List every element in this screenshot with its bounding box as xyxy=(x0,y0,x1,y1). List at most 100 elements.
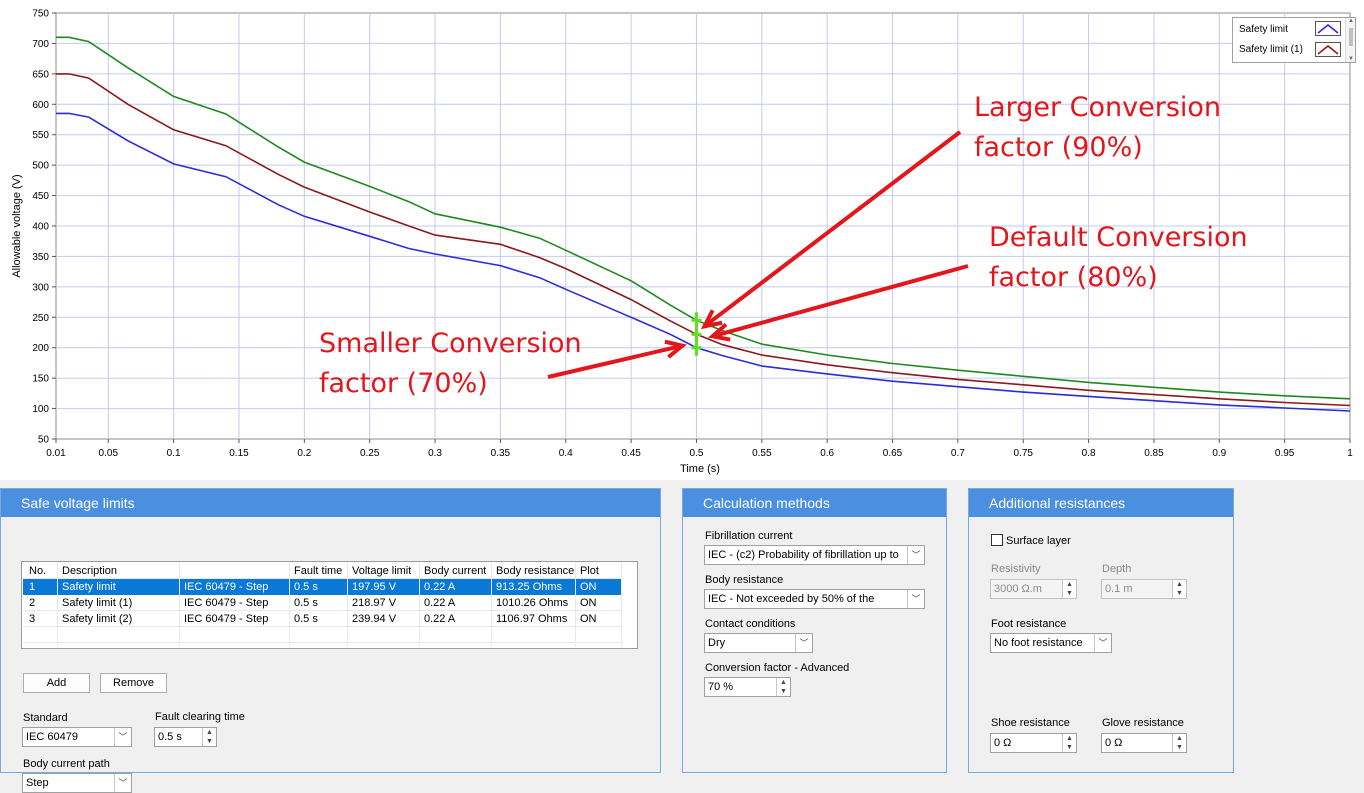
standard-value: IEC 60479 xyxy=(26,731,78,743)
annotation-default: Default Conversion factor (80%) xyxy=(989,218,1248,298)
cell-body-current: 0.22 A xyxy=(424,597,456,609)
standard-select[interactable]: IEC 60479 ﹀ xyxy=(22,727,132,747)
cell-plot: ON xyxy=(580,597,597,609)
chevron-down-icon[interactable]: ﹀ xyxy=(1094,634,1111,652)
chevron-down-icon[interactable]: ﹀ xyxy=(795,634,812,652)
col-header-no[interactable]: No. xyxy=(29,565,47,577)
cell-body-resistance: 913.25 Ohms xyxy=(496,581,563,593)
body-resistance-select[interactable]: IEC - Not exceeded by 50% of the ﹀ xyxy=(704,589,925,609)
col-header-description[interactable]: Description xyxy=(62,565,118,577)
chevron-down-icon[interactable]: ﹀ xyxy=(907,546,924,564)
table-row[interactable]: 3 Safety limit (2) IEC 60479 - Step 0.5 … xyxy=(23,611,621,627)
y-tick-label: 50 xyxy=(38,435,50,446)
surface-layer-label: Surface layer xyxy=(1006,535,1071,547)
legend-item-safety-limit[interactable]: Safety limit xyxy=(1239,22,1288,38)
col-header-fault-time[interactable]: Fault time xyxy=(294,565,343,577)
x-tick-label: 0.5 xyxy=(690,448,704,459)
chart-ticks: 0.01 0.05 0.1 0.15 0.2 0.25 0.3 0.35 0.4 0.45 0.5 0… xyxy=(32,9,1353,460)
x-tick-label: 0.1 xyxy=(167,448,181,459)
glove-resistance-stepper[interactable]: 0 Ω ▲ ▼ xyxy=(1101,733,1187,753)
table-header-row: No. Description Fault time Voltage limit… xyxy=(23,563,621,579)
chevron-down-icon[interactable]: ﹀ xyxy=(907,590,924,608)
chevron-down-icon[interactable]: ﹀ xyxy=(114,728,131,746)
add-button[interactable]: Add xyxy=(23,673,90,693)
cell-description: Safety limit xyxy=(62,581,116,593)
cell-standard: IEC 60479 - Step xyxy=(184,581,269,593)
arrow-smaller-head xyxy=(664,339,687,359)
chevron-down-icon[interactable]: ﹀ xyxy=(114,774,131,792)
table-row[interactable]: 2 Safety limit (1) IEC 60479 - Step 0.5 … xyxy=(23,595,621,611)
x-tick-label: 0.85 xyxy=(1144,448,1164,459)
annotation-arrows xyxy=(547,130,969,379)
fibrillation-value: IEC - (c2) Probability of fibrillation u… xyxy=(708,549,899,561)
x-tick-label: 0.25 xyxy=(360,448,380,459)
cell-body-resistance: 1010.26 Ohms xyxy=(496,597,569,609)
foot-resistance-select[interactable]: No foot resistance ﹀ xyxy=(990,633,1112,653)
spinner-arrows-icon[interactable]: ▲ ▼ xyxy=(776,678,790,696)
x-tick-label: 0.4 xyxy=(559,448,573,459)
chart-grid xyxy=(56,13,1350,439)
scroll-thumb[interactable] xyxy=(1349,28,1353,46)
table-row[interactable]: 1 Safety limit IEC 60479 - Step 0.5 s 19… xyxy=(23,579,621,595)
contact-conditions-select[interactable]: Dry ﹀ xyxy=(704,633,813,653)
fault-clearing-stepper[interactable]: 0.5 s ▲ ▼ xyxy=(154,727,217,747)
y-tick-label: 200 xyxy=(32,343,49,354)
spinner-arrows-icon[interactable]: ▲ ▼ xyxy=(1062,734,1076,752)
y-tick-label: 550 xyxy=(32,130,49,141)
fibrillation-select[interactable]: IEC - (c2) Probability of fibrillation u… xyxy=(704,545,925,565)
y-tick-label: 100 xyxy=(32,404,49,415)
scroll-down-icon[interactable]: ▼ xyxy=(1348,56,1354,62)
table-row-empty xyxy=(23,627,621,643)
col-header-body-resistance[interactable]: Body resistance xyxy=(496,565,575,577)
col-header-voltage-limit[interactable]: Voltage limit xyxy=(352,565,412,577)
col-header-body-current[interactable]: Body current xyxy=(424,565,487,577)
arrow-default-head xyxy=(708,322,731,342)
conversion-factor-stepper[interactable]: 70 % ▲ ▼ xyxy=(704,677,791,697)
shoe-resistance-stepper[interactable]: 0 Ω ▲ ▼ xyxy=(990,733,1077,753)
depth-label: Depth xyxy=(1102,563,1132,575)
y-tick-label: 350 xyxy=(32,252,49,263)
cell-standard: IEC 60479 - Step xyxy=(184,597,269,609)
x-tick-label: 0.55 xyxy=(752,448,772,459)
legend-scrollbar[interactable]: ▲ ▼ xyxy=(1345,18,1355,62)
column-divider xyxy=(179,563,180,647)
spinner-arrows-icon[interactable]: ▲ ▼ xyxy=(1172,580,1186,598)
cell-plot: ON xyxy=(580,613,597,625)
chart-legend[interactable]: Safety limit Safety limit (1) ▲ ▼ xyxy=(1232,17,1356,63)
annotation-smaller: Smaller Conversion factor (70%) xyxy=(319,324,582,404)
arrow-smaller xyxy=(547,343,683,379)
resistivity-stepper[interactable]: 3000 Ω.m ▲ ▼ xyxy=(990,579,1077,599)
remove-button[interactable]: Remove xyxy=(100,673,167,693)
cell-voltage-limit: 218.97 V xyxy=(352,597,397,609)
cell-voltage-limit: 197.95 V xyxy=(352,581,397,593)
y-tick-label: 650 xyxy=(32,69,49,80)
col-header-plot[interactable]: Plot xyxy=(580,565,599,577)
body-path-select[interactable]: Step ﹀ xyxy=(22,773,132,793)
safety-limits-table[interactable]: No. Description Fault time Voltage limit… xyxy=(21,561,638,649)
cell-no: 2 xyxy=(29,597,36,609)
shoe-resistance-label: Shoe resistance xyxy=(991,717,1070,729)
depth-stepper[interactable]: 0.1 m ▲ ▼ xyxy=(1101,579,1187,599)
x-tick-label: 0.75 xyxy=(1013,448,1033,459)
spinner-arrows-icon[interactable]: ▲ ▼ xyxy=(1062,580,1076,598)
arrow-default xyxy=(711,264,969,339)
legend-item-safety-limit-1[interactable]: Safety limit (1) xyxy=(1239,42,1303,58)
x-tick-label: 0.35 xyxy=(491,448,511,459)
column-divider xyxy=(419,563,420,647)
cell-no: 3 xyxy=(29,613,36,625)
spinner-arrows-icon[interactable]: ▲ ▼ xyxy=(1172,734,1186,752)
spinner-arrows-icon[interactable]: ▲ ▼ xyxy=(202,728,216,746)
x-tick-label: 0.05 xyxy=(99,448,119,459)
x-tick-label: 0.95 xyxy=(1275,448,1295,459)
x-tick-label: 1 xyxy=(1347,448,1353,459)
series-line-2 xyxy=(56,73,1351,407)
scroll-up-icon[interactable]: ▲ xyxy=(1348,18,1354,24)
cell-description: Safety limit (2) xyxy=(62,613,133,625)
annotation-larger-line2: factor (90%) xyxy=(974,132,1143,163)
body-resistance-value: IEC - Not exceeded by 50% of the xyxy=(708,593,875,605)
cell-body-current: 0.22 A xyxy=(424,613,456,625)
surface-layer-checkbox[interactable] xyxy=(991,534,1003,546)
cell-body-current: 0.22 A xyxy=(424,581,456,593)
depth-value: 0.1 m xyxy=(1105,583,1133,595)
y-tick-label: 600 xyxy=(32,100,49,111)
